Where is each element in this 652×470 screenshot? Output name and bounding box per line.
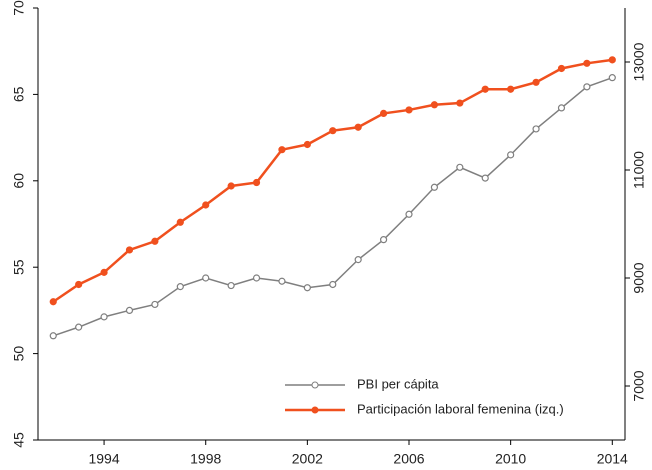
point	[583, 83, 591, 91]
x-tick-label: 2010	[495, 451, 526, 467]
point	[329, 280, 337, 289]
x-tick-label: 2002	[292, 451, 323, 467]
y-tick-label: 45	[11, 432, 27, 448]
x-tick-label: 2014	[597, 451, 628, 467]
point	[430, 101, 439, 109]
point	[532, 78, 540, 86]
point	[75, 280, 83, 289]
point	[430, 183, 439, 191]
point	[303, 140, 311, 149]
point	[252, 178, 261, 187]
point	[456, 163, 464, 171]
legend-label: Participación laboral femenina (izq.)	[357, 401, 564, 416]
x-tick-label: 2006	[393, 451, 424, 467]
point	[507, 85, 515, 93]
point	[202, 201, 210, 209]
point	[125, 306, 134, 314]
point	[176, 283, 184, 291]
point	[481, 174, 489, 182]
point	[379, 109, 388, 118]
y-tick-label: 70	[11, 0, 27, 16]
point	[278, 277, 286, 285]
point	[176, 218, 184, 226]
point	[456, 99, 464, 107]
point	[151, 237, 159, 245]
y-tick-label: 55	[11, 259, 27, 275]
point	[608, 56, 616, 64]
y2-tick-label: 9000	[631, 262, 647, 293]
point	[49, 298, 57, 306]
point	[379, 236, 388, 244]
point	[583, 59, 591, 67]
point	[354, 256, 362, 264]
point	[557, 64, 566, 73]
point	[49, 332, 57, 340]
y-tick-label: 65	[11, 86, 27, 102]
point	[354, 123, 362, 131]
y-tick-label: 60	[11, 173, 27, 189]
point	[227, 281, 235, 290]
series-line	[53, 76, 613, 337]
point	[252, 274, 261, 282]
point	[481, 85, 489, 93]
point	[557, 104, 566, 112]
point	[405, 106, 413, 114]
point	[608, 74, 616, 82]
legend-label: PBI per cápita	[357, 376, 439, 391]
legend-marker	[311, 381, 319, 389]
point	[100, 313, 108, 321]
series-line	[52, 58, 613, 303]
point	[202, 274, 210, 282]
legend-marker	[311, 406, 319, 414]
point	[507, 151, 515, 159]
point	[405, 210, 413, 218]
y2-tick-label: 13000	[631, 42, 647, 81]
y-tick-label: 50	[11, 346, 27, 362]
point	[278, 146, 286, 154]
x-tick-label: 1994	[88, 451, 119, 467]
point	[329, 127, 337, 135]
point	[125, 246, 134, 254]
point	[151, 300, 159, 309]
point	[75, 323, 83, 331]
y2-tick-label: 11000	[631, 151, 647, 189]
point	[303, 284, 311, 292]
point	[227, 182, 235, 190]
point	[532, 125, 540, 133]
point	[100, 268, 108, 276]
y2-tick-label: 7000	[631, 370, 647, 401]
x-tick-label: 1998	[190, 451, 221, 467]
